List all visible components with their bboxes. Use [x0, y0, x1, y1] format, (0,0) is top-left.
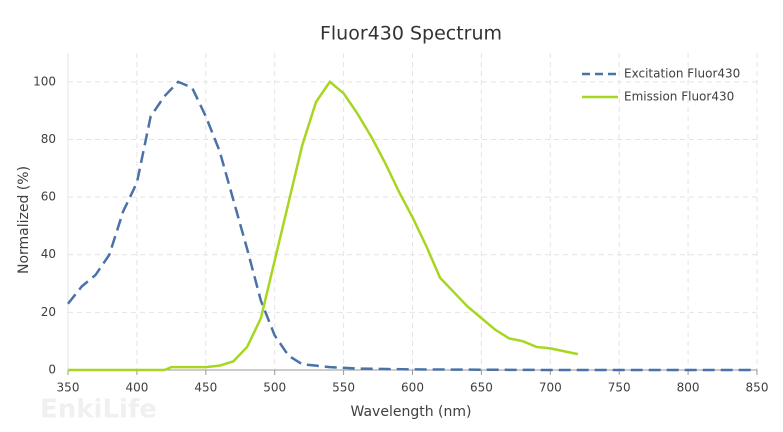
y-tick-label: 40	[41, 247, 56, 261]
y-tick-label: 0	[48, 363, 56, 377]
watermark: EnkiLife	[40, 395, 157, 425]
legend-label: Excitation Fluor430	[624, 67, 740, 81]
x-tick-label: 550	[332, 381, 355, 395]
x-tick-label: 750	[608, 381, 631, 395]
y-tick-label: 20	[41, 305, 56, 319]
x-tick-label: 600	[401, 381, 424, 395]
x-axis-label: Wavelength (nm)	[351, 404, 472, 420]
x-tick-label: 350	[57, 381, 80, 395]
x-tick-label: 450	[194, 381, 217, 395]
x-tick-label: 850	[746, 381, 769, 395]
x-tick-label: 650	[470, 381, 493, 395]
series-line	[68, 79, 579, 372]
y-tick-label: 60	[41, 190, 56, 204]
y-axis-label: Normalized (%)	[16, 166, 32, 274]
x-tick-label: 800	[677, 381, 700, 395]
x-tick-label: 700	[539, 381, 562, 395]
y-tick-label: 80	[41, 132, 56, 146]
y-tick-label: 100	[33, 74, 56, 88]
series-line	[67, 80, 757, 372]
x-tick-label: 400	[125, 381, 148, 395]
legend-label: Emission Fluor430	[624, 90, 734, 104]
chart-title: Fluor430 Spectrum	[320, 23, 502, 45]
x-tick-label: 500	[263, 381, 286, 395]
